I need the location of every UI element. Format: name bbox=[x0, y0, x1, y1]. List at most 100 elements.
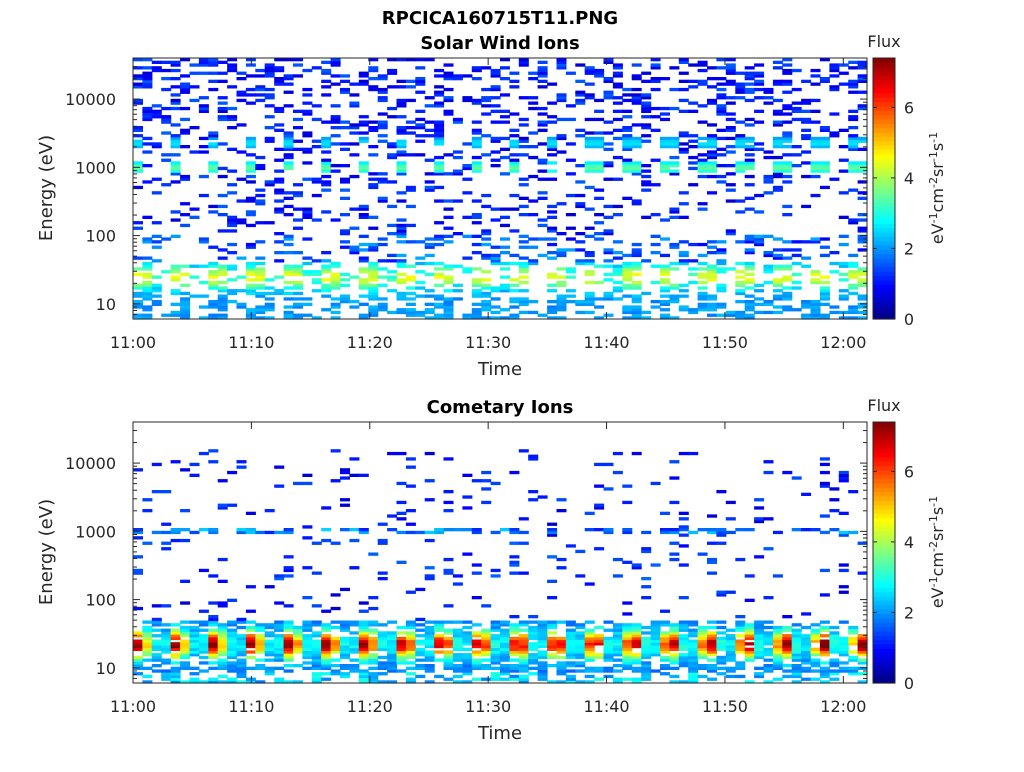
colorbar-segment bbox=[873, 430, 895, 436]
spectrogram-cell bbox=[358, 120, 369, 124]
spectrogram-cell bbox=[707, 647, 717, 651]
spectrogram-cell bbox=[170, 166, 181, 171]
spectrogram-cell bbox=[594, 71, 605, 75]
spectrogram-cell bbox=[358, 139, 369, 143]
spectrogram-cell bbox=[142, 666, 153, 670]
spectrogram-cell bbox=[396, 142, 407, 146]
spectrogram-cell bbox=[142, 85, 153, 89]
spectrogram-cell bbox=[500, 653, 510, 657]
spectrogram-cell bbox=[481, 636, 492, 641]
spectrogram-cell bbox=[142, 74, 153, 78]
spectrogram-cell bbox=[321, 647, 332, 651]
spectrogram-cell bbox=[330, 316, 341, 320]
spectrogram-cell bbox=[716, 106, 727, 111]
spectrogram-cell bbox=[452, 283, 463, 287]
spectrogram-cell bbox=[490, 71, 501, 75]
spectrogram-cell bbox=[151, 142, 162, 146]
spectrogram-cell bbox=[340, 470, 350, 475]
spectrogram-cell bbox=[612, 272, 623, 277]
spectrogram-cell bbox=[396, 639, 407, 643]
spectrogram-cell bbox=[857, 267, 868, 271]
spectrogram-cell bbox=[650, 305, 661, 309]
spectrogram-cell bbox=[528, 77, 539, 81]
spectrogram-cell bbox=[528, 155, 539, 160]
spectrogram-cell bbox=[669, 139, 680, 143]
spectrogram-cell bbox=[170, 134, 181, 138]
spectrogram-cell bbox=[612, 623, 623, 627]
spectrogram-cell bbox=[274, 574, 285, 578]
spectrogram-cell bbox=[358, 672, 369, 676]
spectrogram-cell bbox=[227, 677, 238, 681]
spectrogram-cell bbox=[481, 242, 492, 247]
spectrogram-cell bbox=[217, 101, 228, 105]
spectrogram-cell bbox=[509, 283, 520, 287]
spectrogram-cell bbox=[848, 631, 859, 635]
spectrogram-cell bbox=[321, 642, 332, 646]
spectrogram-cell bbox=[594, 297, 605, 301]
spectrogram-cell bbox=[283, 530, 294, 535]
spectrogram-cell bbox=[302, 634, 313, 638]
spectrogram-cell bbox=[584, 650, 595, 654]
spectrogram-cell bbox=[330, 286, 341, 290]
spectrogram-cell bbox=[603, 251, 614, 255]
spectrogram-cell bbox=[142, 272, 153, 277]
spectrogram-cell bbox=[490, 625, 501, 630]
spectrogram-cell bbox=[424, 272, 435, 277]
spectrogram-cell bbox=[650, 77, 661, 81]
spectrogram-cell bbox=[518, 270, 529, 274]
spectrogram-cell bbox=[405, 188, 416, 192]
spectrogram-cell bbox=[481, 283, 492, 287]
spectrogram-cell bbox=[283, 310, 294, 315]
spectrogram-cell bbox=[264, 115, 275, 119]
spectrogram-cell bbox=[368, 267, 379, 271]
spectrogram-cell bbox=[565, 104, 576, 108]
spectrogram-cell bbox=[274, 68, 285, 73]
spectrogram-cell bbox=[669, 639, 680, 643]
spectrogram-cell bbox=[584, 136, 595, 141]
spectrogram-cell bbox=[669, 215, 680, 219]
spectrogram-cell bbox=[434, 528, 445, 532]
spectrogram-cell bbox=[782, 628, 793, 632]
spectrogram-cell bbox=[754, 96, 765, 100]
spectrogram-cell bbox=[603, 278, 614, 282]
spectrogram-cell bbox=[274, 106, 285, 111]
spectrogram-cell bbox=[180, 300, 191, 304]
spectrogram-cell bbox=[688, 267, 699, 271]
spectrogram-cell bbox=[434, 674, 445, 679]
spectrogram-cell bbox=[565, 653, 576, 657]
spectrogram-cell bbox=[707, 620, 717, 624]
spectrogram-cell bbox=[189, 672, 200, 676]
spectrogram-cell bbox=[481, 291, 492, 296]
spectrogram-cell bbox=[245, 196, 256, 200]
spectrogram-cell bbox=[208, 245, 219, 249]
spectrogram-cell bbox=[612, 664, 623, 668]
spectrogram-cell bbox=[518, 664, 529, 668]
spectrogram-cell bbox=[198, 150, 209, 154]
spectrogram-cell bbox=[782, 278, 793, 282]
spectrogram-cell bbox=[283, 291, 294, 296]
spectrogram-cell bbox=[434, 169, 445, 173]
spectrogram-cell bbox=[396, 291, 407, 296]
spectrogram-cell bbox=[133, 77, 143, 81]
spectrogram-cell bbox=[198, 639, 209, 643]
spectrogram-cell bbox=[819, 139, 830, 143]
spectrogram-cell bbox=[547, 625, 558, 630]
spectrogram-cell bbox=[791, 644, 802, 649]
spectrogram-cell bbox=[500, 528, 510, 532]
spectrogram-cell bbox=[500, 215, 510, 219]
spectrogram-cell bbox=[434, 131, 445, 135]
colorbar-segment bbox=[873, 301, 895, 307]
spectrogram-cell bbox=[358, 234, 369, 238]
spectrogram-cell bbox=[744, 623, 755, 627]
spectrogram-cell bbox=[678, 647, 689, 651]
spectrogram-cell bbox=[819, 514, 830, 518]
spectrogram-cell bbox=[264, 221, 275, 225]
spectrogram-cell bbox=[612, 264, 623, 268]
spectrogram-cell bbox=[415, 650, 426, 654]
spectrogram-cell bbox=[641, 647, 652, 651]
spectrogram-cell bbox=[772, 310, 783, 315]
spectrogram-cell bbox=[170, 169, 181, 173]
spectrogram-cell bbox=[537, 677, 548, 681]
spectrogram-cell bbox=[142, 66, 153, 70]
spectrogram-cell bbox=[791, 631, 802, 635]
